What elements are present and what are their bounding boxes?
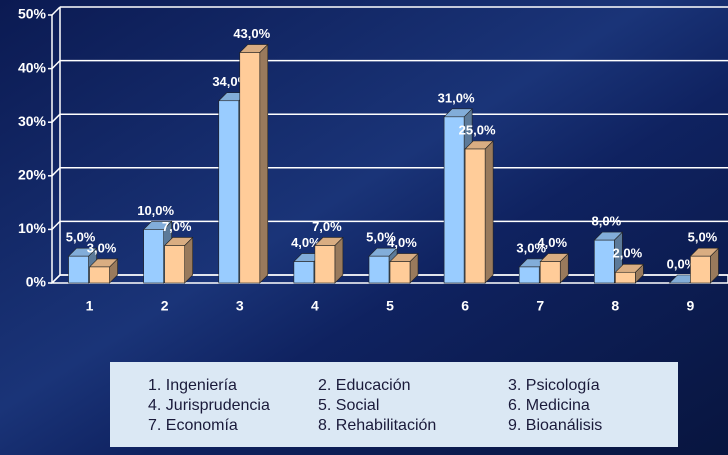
key-label: 8. Rehabilitación: [318, 417, 436, 434]
x-tick-label: 1: [86, 298, 94, 314]
bar: [615, 271, 636, 284]
grid-line-wall: [51, 60, 61, 70]
y-tick-label: 40%: [18, 59, 47, 75]
value-label: 4,0%: [387, 235, 417, 250]
value-label: 7,0%: [312, 219, 342, 234]
bar: [389, 261, 411, 284]
x-tick-label: 6: [461, 298, 469, 314]
bar: [143, 229, 164, 284]
value-label: 10,0%: [137, 203, 174, 218]
bar: [164, 245, 185, 284]
value-label: 3,0%: [87, 240, 117, 255]
key-label: 6. Medicina: [508, 397, 590, 414]
bar: [68, 255, 89, 284]
x-tick-label: 7: [536, 298, 544, 314]
bar: [89, 266, 110, 284]
x-tick-label: 3: [236, 298, 244, 314]
value-label: 31,0%: [438, 90, 475, 105]
x-tick-label: 9: [687, 298, 695, 314]
x-tick-label: 8: [611, 298, 619, 314]
bar: [443, 116, 465, 284]
y-tick-label: 20%: [18, 167, 47, 183]
bar: [539, 261, 561, 284]
key-label: 2. Educación: [318, 377, 411, 394]
value-label: 7,0%: [162, 219, 192, 234]
bar: [218, 100, 240, 284]
bar-side: [484, 140, 494, 284]
y-tick-label: 10%: [18, 220, 47, 236]
key-label: 5. Social: [318, 397, 379, 414]
value-label: 25,0%: [459, 122, 496, 137]
bar: [594, 239, 615, 284]
bar: [464, 148, 486, 284]
key-label: 4. Jurisprudencia: [148, 397, 270, 414]
y-tick-label: 0%: [26, 274, 47, 290]
grid-line-wall: [51, 274, 61, 284]
key-label: 7. Economía: [148, 417, 238, 434]
bar-side: [259, 43, 269, 284]
y-tick-label: 50%: [18, 6, 47, 22]
bar: [239, 52, 261, 284]
bar: [293, 261, 315, 284]
key-label: 9. Bioanálisis: [508, 417, 602, 434]
value-label: 4,0%: [291, 235, 321, 250]
x-tick-label: 4: [311, 298, 319, 314]
bar: [368, 255, 390, 284]
grid-line-wall: [51, 6, 61, 16]
x-tick-label: 5: [386, 298, 394, 314]
value-label: 5,0%: [66, 230, 96, 245]
x-tick-label: 2: [161, 298, 169, 314]
value-label: 4,0%: [537, 235, 567, 250]
grid-line-wall: [51, 220, 61, 230]
key-box: [110, 362, 678, 447]
key-label: 3. Psicología: [508, 377, 600, 394]
value-label: 5,0%: [366, 230, 396, 245]
value-label: 5,0%: [688, 230, 718, 245]
bar: [690, 255, 711, 284]
value-label: 0,0%: [667, 256, 697, 271]
value-label: 8,0%: [592, 214, 622, 229]
key-label: 1. Ingeniería: [148, 377, 237, 394]
value-label: 3,0%: [516, 240, 546, 255]
bar: [314, 245, 336, 284]
bar: [518, 266, 540, 284]
y-tick-label: 30%: [18, 113, 47, 129]
grid-line-wall: [51, 113, 61, 123]
value-label: 2,0%: [613, 246, 643, 261]
grid-line-wall: [51, 167, 61, 177]
value-label: 43,0%: [233, 26, 270, 41]
